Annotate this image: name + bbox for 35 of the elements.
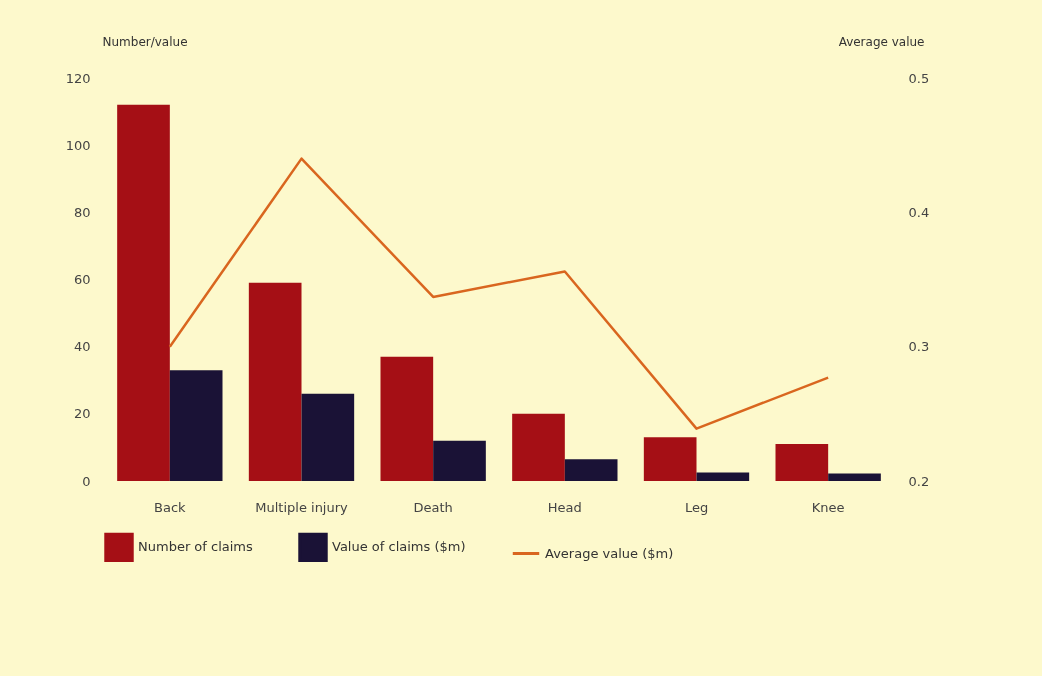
- bar: [169, 370, 223, 481]
- legend-label: Value of claims ($m): [332, 539, 466, 555]
- y2-tick-label: 0.4: [908, 204, 930, 220]
- y-tick-label: 80: [73, 204, 91, 220]
- x-tick-label: Back: [154, 499, 187, 515]
- y-tick-label: 100: [65, 137, 91, 153]
- y-tick-label: 40: [73, 339, 91, 355]
- bar: [248, 282, 302, 481]
- y2-tick-label: 0.2: [908, 473, 930, 489]
- bar: [775, 444, 829, 481]
- x-tick-label: Death: [413, 499, 453, 515]
- y2-tick-label: 0.3: [908, 339, 930, 355]
- bar: [696, 472, 750, 481]
- y2-axis-title: Average value: [838, 34, 925, 49]
- line-series: [168, 157, 830, 430]
- y-tick-label: 20: [73, 406, 91, 422]
- legend-label: Number of claims: [138, 539, 254, 555]
- x-tick-label: Multiple injury: [255, 499, 349, 515]
- y-axis-title: Number/value: [102, 34, 188, 49]
- y-tick-label: 60: [73, 272, 91, 287]
- y-tick-label: 0: [82, 473, 91, 489]
- legend-label: Average value ($m): [545, 545, 674, 561]
- bar: [512, 413, 565, 481]
- x-tick-label: Leg: [684, 499, 709, 515]
- bar: [643, 437, 697, 481]
- bar: [117, 104, 170, 481]
- bar: [564, 459, 618, 481]
- y2-tick-label: 0.5: [908, 70, 930, 86]
- bar: [433, 440, 486, 481]
- x-tick-label: Knee: [811, 499, 845, 515]
- y-tick-label: 120: [65, 70, 91, 86]
- bar: [301, 393, 355, 481]
- bar: [380, 356, 434, 481]
- x-tick-label: Head: [547, 499, 582, 515]
- bar: [828, 473, 881, 481]
